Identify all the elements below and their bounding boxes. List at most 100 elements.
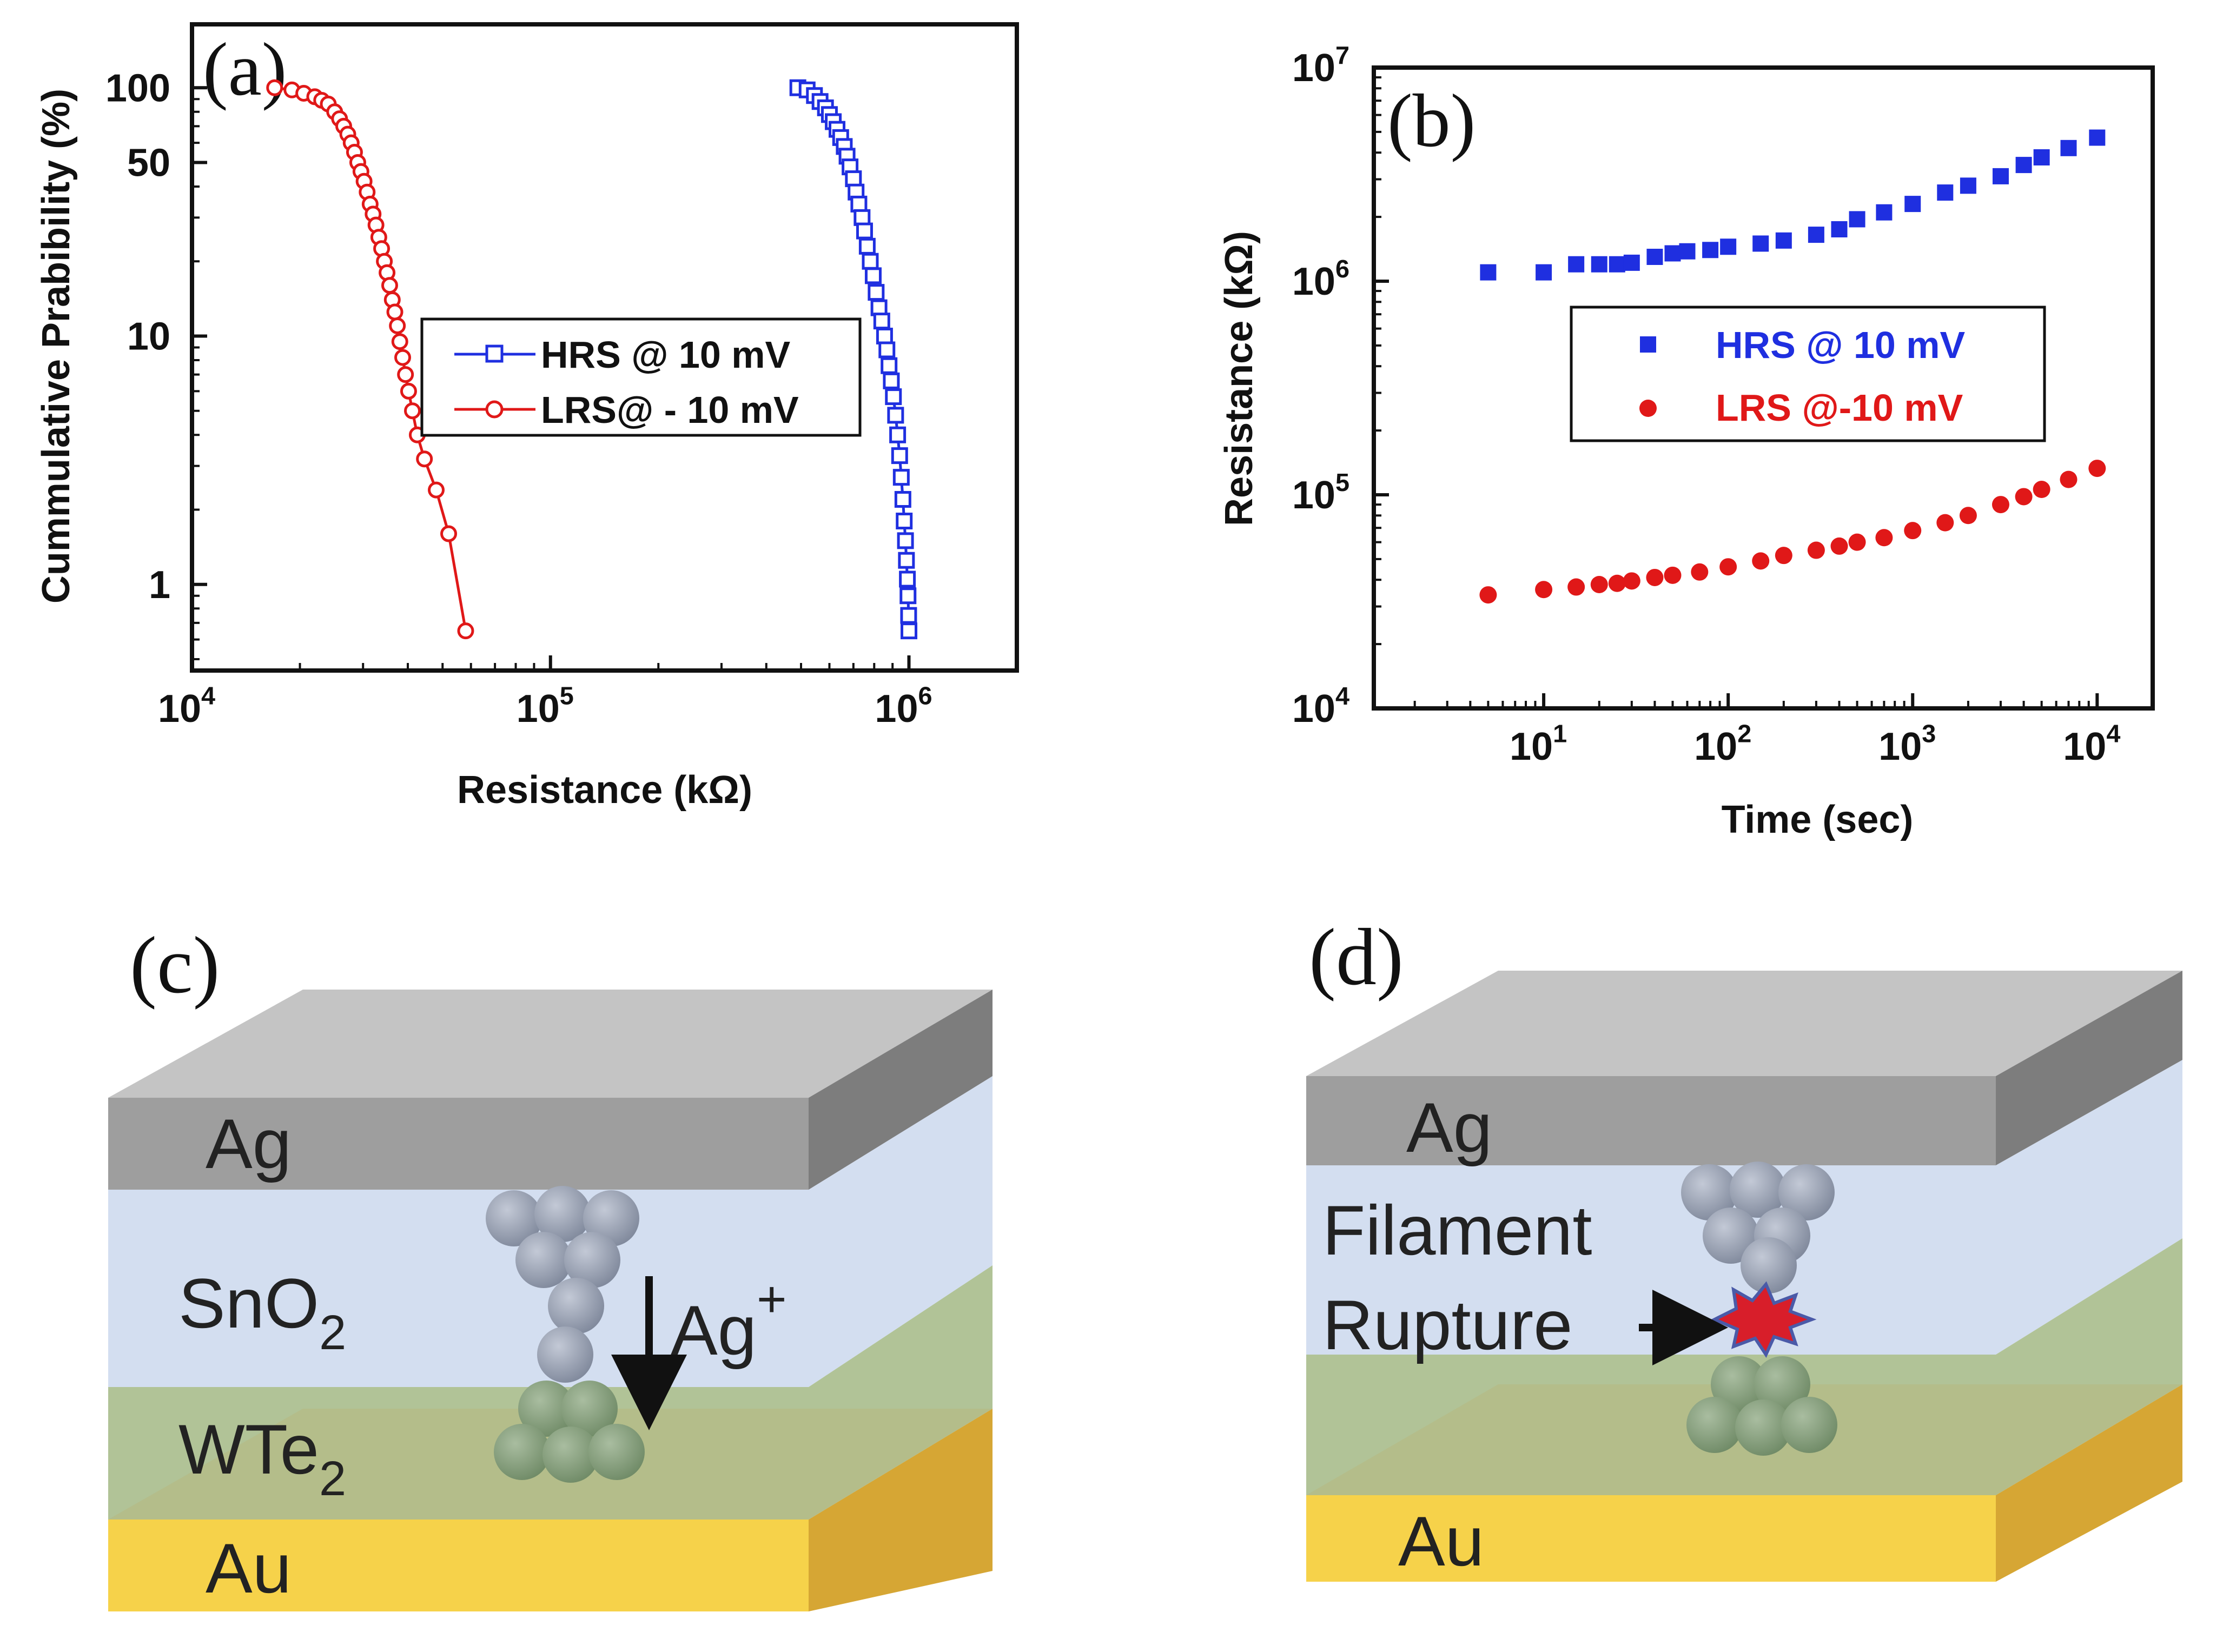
data-point [1567, 578, 1585, 596]
data-point [386, 303, 403, 321]
data-point [266, 79, 283, 96]
data-point [389, 317, 406, 334]
data-point [856, 222, 873, 240]
y-tick-label: 107 [1292, 41, 1349, 90]
x-tick-label: 101 [1510, 720, 1567, 768]
chart-b-y-label: Resistance (kΩ) [1218, 231, 1261, 526]
data-point [1608, 574, 1626, 592]
c-label-au: Au [206, 1529, 292, 1608]
data-point [2015, 488, 2033, 506]
d-ball [1730, 1162, 1786, 1218]
d-ball [1686, 1397, 1743, 1453]
data-point [1679, 243, 1696, 260]
x-tick-label: 104 [2063, 720, 2120, 768]
data-point [1702, 242, 1719, 258]
d-filament-upper [1681, 1162, 1835, 1293]
data-point [457, 622, 474, 640]
c-ball [534, 1186, 591, 1242]
data-point [862, 253, 879, 270]
data-point [1831, 221, 1848, 237]
d-ball [1754, 1356, 1810, 1412]
data-point [1609, 256, 1625, 273]
d-ball [1741, 1237, 1797, 1293]
data-point [1691, 563, 1709, 581]
legend-b-hrs-marker [1640, 336, 1656, 353]
data-point [1959, 507, 1977, 525]
d-ball [1778, 1164, 1835, 1220]
d-label-rupture: Rupture [1322, 1285, 1573, 1364]
c-ball [486, 1190, 542, 1246]
panel-b-label: (b) [1387, 79, 1476, 163]
data-point [1480, 264, 1497, 281]
data-point [2088, 460, 2106, 477]
chart-a-series [266, 79, 917, 640]
data-point [1992, 168, 2009, 184]
c-ball [542, 1427, 599, 1483]
data-point [900, 607, 917, 624]
data-point [889, 426, 907, 443]
x-tick-label: 103 [1878, 720, 1936, 768]
diagram-c: (c) Ag SnO2 Ag+ WTe2 [108, 920, 993, 1611]
legend-b-hrs-label: HRS @ 10 mV [1716, 324, 1965, 366]
legend-b-lrs-label: LRS @-10 mV [1716, 387, 1963, 429]
d-label-ag: Ag [1406, 1088, 1492, 1167]
d-ag-side [1996, 971, 2182, 1165]
c-au-front [108, 1520, 809, 1611]
data-point [391, 333, 408, 350]
data-point [883, 372, 900, 389]
chart-a-y-label: Cummulative Prabibility (%) [35, 89, 78, 603]
data-point [864, 267, 882, 284]
data-point [1849, 211, 1865, 228]
data-point [1752, 235, 1769, 252]
d-ag-top [1306, 971, 2182, 1076]
chart-a-legend: HRS @ 10 mV LRS@ - 10 mV [420, 317, 862, 437]
data-point [394, 349, 412, 366]
chart-b-x-label: Time (sec) [1722, 798, 1914, 841]
data-point [1623, 572, 1640, 590]
y-tick-label: 105 [1292, 468, 1349, 517]
chart-b-legend-box [1570, 306, 2046, 442]
chart-a-ticks: 104 105 106 1 10 50 100 [105, 67, 932, 731]
data-point [1937, 184, 1954, 201]
data-point [898, 552, 915, 569]
data-point [850, 195, 868, 213]
c-ball [494, 1424, 550, 1480]
data-point [1536, 264, 1552, 281]
chart-b-legend: HRS @ 10 mV LRS @-10 mV [1570, 306, 2046, 442]
y-tick-label: 1 [149, 563, 170, 607]
c-ag-top [108, 990, 993, 1098]
data-point [845, 170, 862, 188]
data-point [1568, 256, 1585, 273]
d-au-front [1306, 1495, 1996, 1582]
x-tick-label: 105 [517, 682, 574, 731]
d-ball [1735, 1399, 1791, 1456]
panel-a-label: (a) [203, 28, 287, 111]
data-point [2033, 149, 2050, 165]
data-point [2060, 470, 2078, 488]
chart-b-series [1479, 129, 2106, 604]
data-point [873, 313, 890, 330]
chart-b-ticks: 101 102 103 104 104 105 106 107 [1292, 41, 2121, 768]
data-point [1992, 496, 2009, 514]
data-point [2015, 157, 2032, 174]
data-point [896, 513, 913, 530]
data-point [1936, 514, 1954, 532]
data-point [1623, 254, 1640, 271]
data-point [2033, 481, 2050, 499]
data-point [885, 388, 902, 406]
data-point [878, 341, 896, 359]
panel-d-label: (d) [1309, 912, 1404, 1002]
data-point [900, 622, 917, 640]
data-point [854, 209, 871, 226]
chart-a-x-label: Resistance (kΩ) [457, 768, 752, 812]
y-tick-label: 104 [1292, 682, 1349, 731]
data-point [858, 237, 876, 255]
d-ball [1711, 1356, 1767, 1412]
legend-lrs-marker [485, 400, 504, 419]
data-point [1719, 558, 1737, 576]
d-ball [1681, 1164, 1737, 1220]
c-ball [548, 1278, 604, 1334]
data-point [381, 277, 398, 294]
data-point [1876, 204, 1893, 221]
data-point [416, 450, 433, 468]
